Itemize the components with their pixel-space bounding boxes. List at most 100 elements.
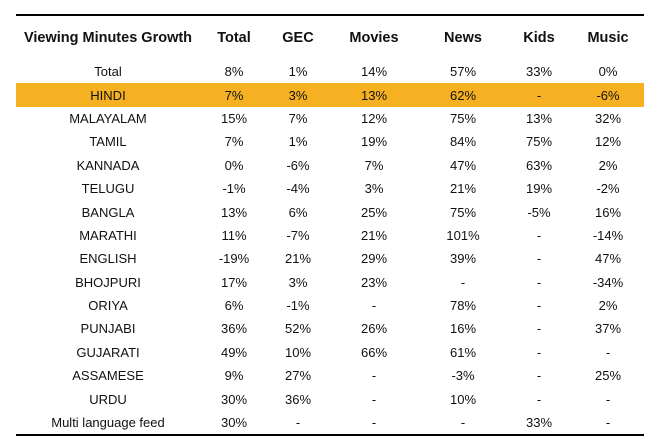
cell-news: - xyxy=(460,274,466,290)
table-row: HINDI 7% 3% 13% 62% - -6% xyxy=(16,83,644,107)
header-gec: GEC xyxy=(282,30,314,46)
table-row: MALAYALAM 15% 7% 12% 75% 13% 32% xyxy=(16,107,644,130)
cell-total: 30% xyxy=(220,391,248,407)
growth-table-frame: Viewing Minutes Growth Total GEC Movies … xyxy=(16,14,644,437)
cell-music: 0% xyxy=(598,64,618,80)
table-body: Total 8% 1% 14% 57% 33% 0% HINDI 7% 3% 13% 62% - -6% M… xyxy=(16,60,644,437)
cell-music: 32% xyxy=(594,110,622,126)
row-language-name: ENGLISH xyxy=(79,251,137,267)
cell-total: 11% xyxy=(221,227,247,243)
cell-music: -14% xyxy=(592,227,624,243)
cell-gec: 7% xyxy=(288,110,308,126)
header-total: Total xyxy=(217,30,251,46)
cell-music: 25% xyxy=(594,368,622,384)
cell-news: 75% xyxy=(449,110,477,126)
table-row: ASSAMESE 9% 27% - -3% - 25% xyxy=(16,364,644,387)
cell-kids: 75% xyxy=(525,134,553,150)
table-row: ORIYA 6% -1% - 78% - 2% xyxy=(16,294,644,317)
header-movies: Movies xyxy=(349,30,399,46)
cell-music: -34% xyxy=(592,274,624,290)
cell-news: 62% xyxy=(420,83,506,107)
cell-total: 7% xyxy=(224,134,244,150)
cell-gec: 21% xyxy=(284,251,312,267)
cell-music: - xyxy=(605,391,611,407)
cell-total: 9% xyxy=(224,368,244,384)
cell-movies: - xyxy=(371,368,377,384)
cell-kids: - xyxy=(536,344,542,360)
cell-movies: 21% xyxy=(360,227,388,243)
row-language-name: MALAYALAM xyxy=(69,110,147,126)
cell-total: -19% xyxy=(218,251,250,267)
cell-music: -2% xyxy=(596,181,620,197)
cell-news: -3% xyxy=(451,368,475,384)
cell-total: -1% xyxy=(222,181,246,197)
cell-movies: 29% xyxy=(360,251,388,267)
cell-news: 57% xyxy=(449,64,477,80)
row-language-name: BHOJPURI xyxy=(75,274,141,290)
cell-gec: 3% xyxy=(288,274,308,290)
row-language-name: MARATHI xyxy=(79,227,137,243)
cell-kids: 33% xyxy=(506,410,572,437)
table-row: TAMIL 7% 1% 19% 84% 75% 12% xyxy=(16,130,644,153)
cell-total: 36% xyxy=(220,321,248,337)
row-language-name: Multi language feed xyxy=(16,410,200,437)
row-language-name: ORIYA xyxy=(88,298,128,314)
cell-music: 2% xyxy=(598,157,618,173)
cell-kids: - xyxy=(536,368,542,384)
cell-news: 10% xyxy=(449,391,477,407)
table-row: Multi language feed 30% - - -33% - xyxy=(16,410,644,437)
cell-gec: 10% xyxy=(284,344,312,360)
cell-total: 8% xyxy=(224,64,244,80)
cell-gec: 52% xyxy=(284,321,312,337)
cell-kids: 13% xyxy=(525,110,553,126)
row-language-name: KANNADA xyxy=(76,157,140,173)
cell-music: 47% xyxy=(594,251,622,267)
cell-news: 84% xyxy=(449,134,477,150)
cell-news: 101% xyxy=(446,227,480,243)
table-row: BHOJPURI 17% 3% 23% - - -34% xyxy=(16,271,644,294)
cell-music: 37% xyxy=(594,321,622,337)
cell-movies: 7% xyxy=(364,157,384,173)
header-news: News xyxy=(444,30,482,46)
row-language-name: URDU xyxy=(89,391,127,407)
cell-news: 61% xyxy=(449,344,477,360)
row-language-name: PUNJABI xyxy=(80,321,136,337)
cell-kids: -5% xyxy=(527,204,551,220)
cell-news: 21% xyxy=(449,181,477,197)
cell-movies: - xyxy=(371,391,377,407)
cell-music: 2% xyxy=(598,298,618,314)
cell-kids: - xyxy=(536,298,542,314)
cell-movies: 25% xyxy=(360,204,388,220)
cell-movies: 13% xyxy=(328,83,420,107)
cell-movies: 14% xyxy=(360,64,388,80)
table-row: Total 8% 1% 14% 57% 33% 0% xyxy=(16,60,644,83)
viewing-minutes-growth-table: Viewing Minutes Growth Total GEC Movies … xyxy=(16,16,644,437)
cell-movies: 26% xyxy=(360,321,388,337)
cell-news: 16% xyxy=(449,321,477,337)
row-language-name: ASSAMESE xyxy=(72,368,144,384)
cell-news: 75% xyxy=(449,204,477,220)
cell-news: - xyxy=(420,410,506,437)
table-row: PUNJABI 36% 52% 26% 16% - 37% xyxy=(16,317,644,340)
row-language-name: TELUGU xyxy=(81,181,135,197)
row-language-name: HINDI xyxy=(16,83,200,107)
cell-total: 17% xyxy=(220,274,248,290)
cell-gec: -7% xyxy=(286,227,310,243)
cell-kids: - xyxy=(506,83,572,107)
cell-music: 16% xyxy=(594,204,622,220)
cell-gec: 3% xyxy=(268,83,328,107)
cell-kids: - xyxy=(536,321,542,337)
cell-gec: 6% xyxy=(288,204,308,220)
cell-total: 7% xyxy=(200,83,268,107)
cell-movies: 23% xyxy=(360,274,388,290)
cell-gec: 36% xyxy=(284,391,312,407)
cell-gec: 27% xyxy=(284,368,312,384)
row-language-name: TAMIL xyxy=(89,134,127,150)
table-row: GUJARATI 49% 10% 66% 61% - - xyxy=(16,341,644,364)
row-language-name: GUJARATI xyxy=(76,344,140,360)
table-row: KANNADA 0% -6% 7% 47% 63% 2% xyxy=(16,154,644,177)
cell-news: 47% xyxy=(449,157,477,173)
cell-kids: - xyxy=(536,274,542,290)
table-row: URDU 30% 36% - 10% - - xyxy=(16,387,644,410)
cell-gec: -4% xyxy=(286,181,310,197)
